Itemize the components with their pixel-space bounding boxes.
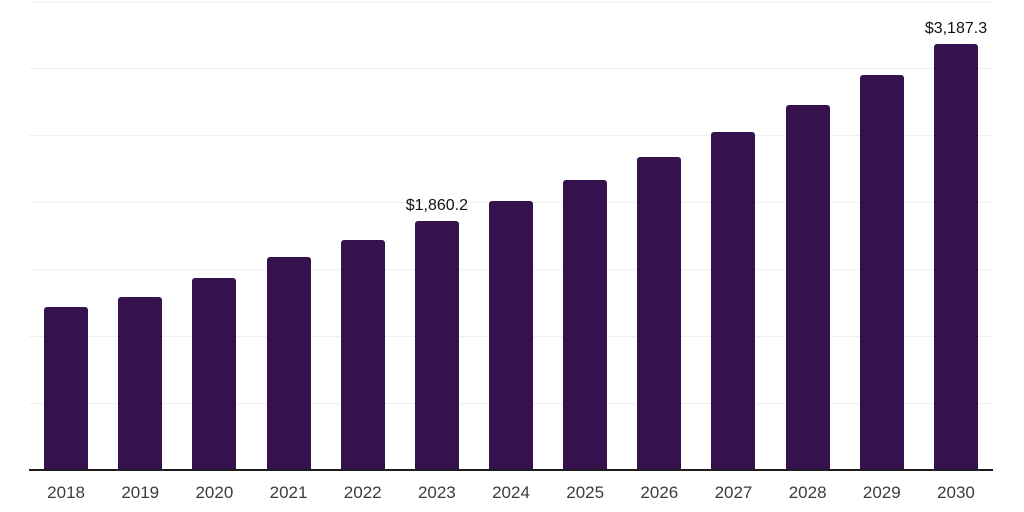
x-tick-label: 2024 bbox=[492, 483, 530, 502]
bar-cell bbox=[771, 2, 845, 470]
bar-cell bbox=[251, 2, 325, 470]
bar-cell bbox=[845, 2, 919, 470]
gridline-3000 bbox=[29, 68, 993, 70]
bar-cell bbox=[622, 2, 696, 470]
x-tick-label: 2025 bbox=[566, 483, 605, 502]
bar-2028 bbox=[785, 104, 830, 470]
bar-value-label: $3,187.3 bbox=[924, 19, 988, 37]
x-tick-label: 2020 bbox=[195, 483, 234, 502]
bar-2025 bbox=[563, 179, 608, 470]
bar-2027 bbox=[711, 131, 756, 470]
x-tick-label: 2019 bbox=[121, 483, 160, 502]
bar-cell: $3,187.3 bbox=[919, 2, 993, 470]
bar-2029 bbox=[859, 75, 904, 470]
bar-cell bbox=[326, 2, 400, 470]
bar-cell bbox=[548, 2, 622, 470]
gridline-2500 bbox=[29, 135, 993, 137]
x-tick-label: 2030 bbox=[937, 483, 975, 502]
bar-2026 bbox=[637, 156, 682, 470]
plot-area: $1,860.2 $3,187.3 bbox=[29, 1, 993, 471]
bar-2023 bbox=[414, 221, 459, 470]
x-tick-label: 2022 bbox=[343, 483, 382, 502]
x-tick-label: 2029 bbox=[862, 483, 901, 502]
x-tick-label: 2023 bbox=[417, 483, 456, 502]
x-tick-label: 2021 bbox=[269, 483, 308, 502]
x-axis-line bbox=[29, 469, 993, 471]
bar-2019 bbox=[118, 296, 163, 470]
bar-2021 bbox=[266, 257, 311, 470]
bar-cell bbox=[696, 2, 770, 470]
bar-2020 bbox=[192, 277, 237, 470]
bar-cell bbox=[474, 2, 548, 470]
bar-cell bbox=[177, 2, 251, 470]
gridline-3500 bbox=[29, 1, 993, 3]
bar-cell bbox=[103, 2, 177, 470]
bar-2030 bbox=[933, 43, 978, 470]
bar-value-label: $1,860.2 bbox=[405, 197, 468, 215]
bar-2022 bbox=[340, 239, 385, 470]
x-tick-label: 2026 bbox=[640, 483, 679, 502]
x-tick-label: 2028 bbox=[788, 483, 827, 502]
bar-cell bbox=[29, 2, 103, 470]
bar-2024 bbox=[489, 201, 534, 470]
x-axis-labels: 2018 2019 2020 2021 2022 2023 2024 2025 2026 2027… bbox=[29, 483, 993, 503]
bar-cell: $1,860.2 bbox=[400, 2, 474, 470]
bars-layer: $1,860.2 $3,187.3 bbox=[29, 2, 993, 470]
x-tick-label: 2027 bbox=[714, 483, 753, 502]
x-tick-label: 2018 bbox=[47, 483, 85, 502]
bar-2018 bbox=[44, 306, 89, 470]
